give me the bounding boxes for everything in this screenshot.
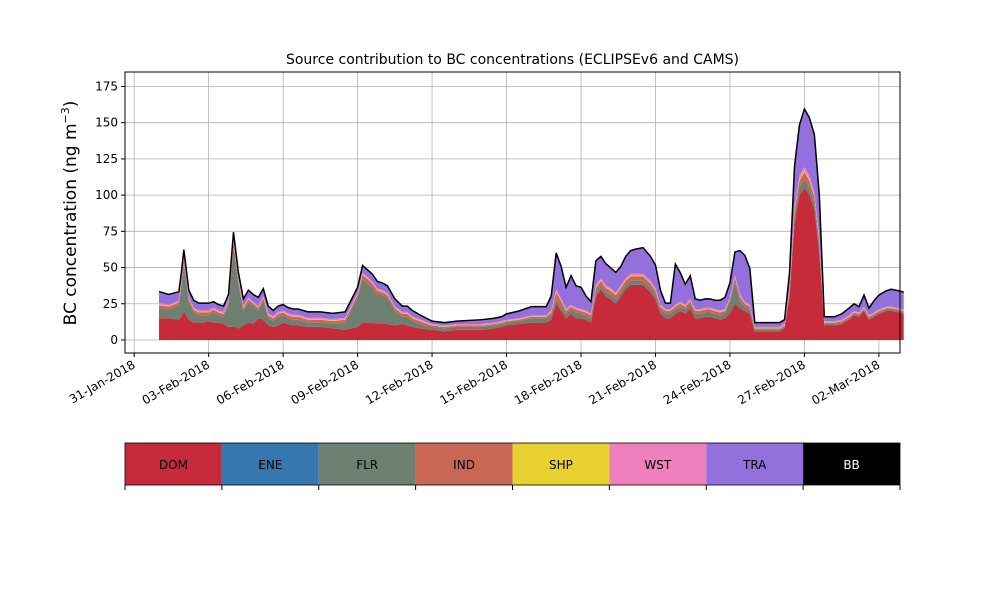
legend-swatch-wst	[609, 443, 707, 485]
x-tick-label: 31-Jan-2018	[67, 357, 138, 406]
legend-swatch-dom	[125, 443, 222, 485]
legend-label-bb: BB	[843, 458, 859, 472]
legend-swatch-flr	[318, 443, 416, 485]
legend-colorbar: DOM ENE FLR IND SHP WST TRA BB	[124, 442, 901, 490]
y-tick-label: 100	[95, 188, 118, 202]
y-tick-label: 0	[110, 333, 118, 347]
x-tick-label: 02-Mar-2018	[809, 357, 882, 407]
legend-label-tra: TRA	[742, 458, 767, 472]
y-axis-title: BC concentration (ng m−3)	[59, 101, 81, 326]
y-tick-label: 75	[103, 224, 118, 238]
area-flr	[159, 179, 904, 332]
chart-title: Source contribution to BC concentrations…	[286, 52, 739, 68]
legend-label-ene: ENE	[258, 458, 282, 472]
x-tick-label: 09-Feb-2018	[289, 357, 362, 407]
x-tick-label: 18-Feb-2018	[512, 357, 585, 407]
legend-label-shp: SHP	[549, 458, 573, 472]
legend-label-wst: WST	[644, 458, 671, 472]
x-tick-label: 03-Feb-2018	[140, 357, 213, 407]
legend-swatch-ind	[415, 443, 513, 485]
x-tick-label: 27-Feb-2018	[735, 357, 808, 407]
plot-frame	[124, 71, 901, 354]
y-tick-label: 50	[103, 261, 118, 275]
x-tick-label: 24-Feb-2018	[661, 357, 734, 407]
x-tick-label: 06-Feb-2018	[214, 357, 287, 407]
total-line	[158, 107, 904, 324]
y-tick-label: 125	[95, 152, 118, 166]
x-tick-label: 15-Feb-2018	[437, 357, 510, 407]
legend-swatch-ene	[221, 443, 319, 485]
y-tick-label: 25	[103, 297, 118, 311]
legend-swatch-tra	[706, 443, 804, 485]
y-tick-label: 150	[95, 116, 118, 130]
legend-label-ind: IND	[453, 458, 475, 472]
x-tick-label: 12-Feb-2018	[363, 357, 436, 407]
x-tick-label: 21-Feb-2018	[586, 357, 659, 407]
legend-label-flr: FLR	[356, 458, 378, 472]
y-tick-label: 175	[95, 79, 118, 93]
legend-swatch-shp	[512, 443, 610, 485]
legend-label-dom: DOM	[159, 458, 188, 472]
legend-swatch-bb	[803, 443, 900, 485]
area-layers	[158, 107, 904, 340]
